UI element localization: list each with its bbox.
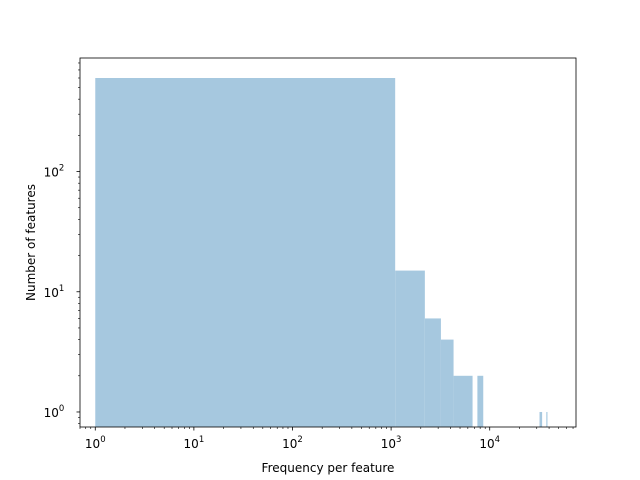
histogram-bar — [539, 411, 543, 427]
x-tick-label: 104 — [479, 435, 500, 451]
histogram-bar — [95, 78, 396, 427]
y-tick-label: 101 — [44, 284, 65, 300]
x-tick-label: 100 — [85, 435, 106, 451]
x-axis-label: Frequency per feature — [262, 461, 395, 475]
histogram-bar — [477, 375, 484, 427]
plot-frame — [79, 57, 577, 428]
histogram-bar — [546, 411, 548, 427]
histogram-bar — [424, 318, 441, 427]
bars-group — [95, 78, 548, 427]
y-tick-label: 100 — [44, 404, 65, 420]
y-axis-label: Number of features — [24, 184, 38, 301]
histogram-bar — [453, 375, 473, 427]
x-tick-label: 103 — [381, 435, 402, 451]
histogram-bar — [395, 270, 425, 427]
histogram-bar — [440, 339, 454, 427]
ticks-group: 100 101 102 103 104 100 101 102 — [44, 62, 574, 451]
x-tick-label: 102 — [282, 435, 303, 451]
x-tick-label: 101 — [184, 435, 205, 451]
y-tick-label: 102 — [44, 164, 65, 180]
